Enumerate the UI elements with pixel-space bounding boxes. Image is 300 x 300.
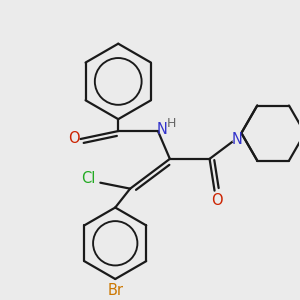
Text: Cl: Cl — [81, 171, 96, 186]
Text: H: H — [167, 117, 176, 130]
Text: O: O — [68, 130, 80, 146]
Text: O: O — [211, 193, 222, 208]
Text: Br: Br — [107, 284, 123, 298]
Text: N: N — [157, 122, 167, 136]
Text: N: N — [232, 131, 243, 146]
